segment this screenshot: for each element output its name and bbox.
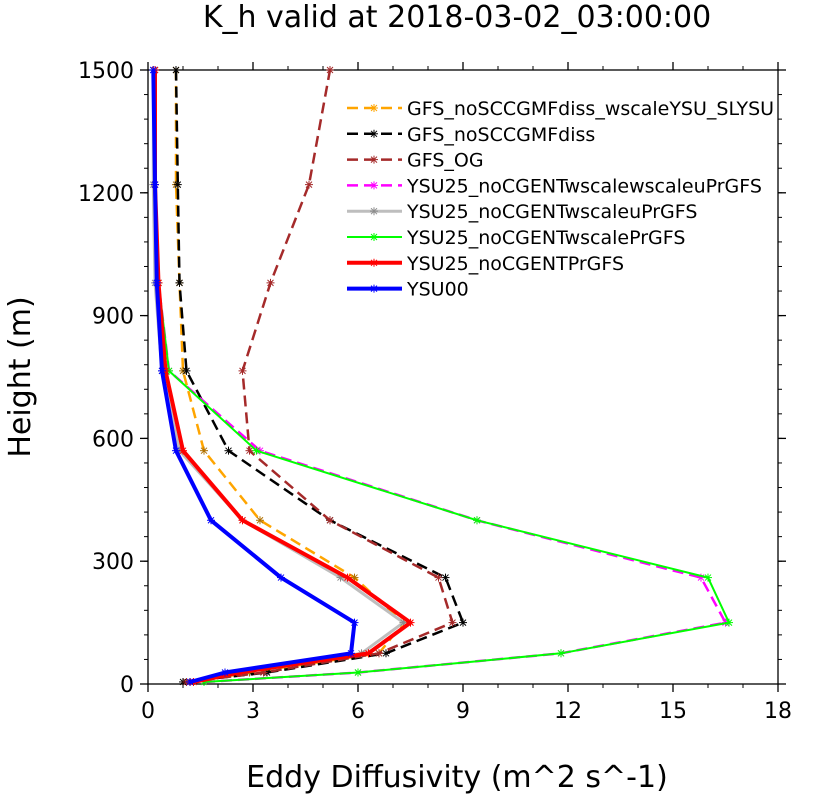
legend-item-2: GFS_noSCCGMFdiss bbox=[347, 124, 595, 146]
legend-item-3: GFS_OG bbox=[347, 150, 484, 172]
legend-label: YSU25_noCGENTwscalewscaleuPrGFS bbox=[406, 175, 762, 197]
x-tick-label: 0 bbox=[141, 699, 155, 724]
legend-marker bbox=[370, 284, 378, 293]
x-tick-label: 15 bbox=[659, 699, 687, 724]
legend-item-1: GFS_noSCCGMFdiss_wscaleYSU_SLYSU bbox=[347, 98, 774, 120]
legend-marker bbox=[370, 233, 378, 241]
legend-item-7: YSU25_noCGENTPrGFS bbox=[347, 253, 624, 275]
data-point bbox=[704, 573, 712, 582]
x-tick-label: 18 bbox=[764, 699, 792, 724]
legend-item-8: YSU00 bbox=[347, 279, 469, 301]
legend-marker bbox=[370, 155, 378, 164]
axis-ticks: 0 3 6 9 12 15 18 0 300 600 900 1200 1500 bbox=[78, 59, 792, 724]
data-point bbox=[173, 180, 182, 189]
legend-marker bbox=[370, 207, 378, 216]
data-point bbox=[354, 668, 362, 677]
legend-label: GFS_noSCCGMFdiss_wscaleYSU_SLYSU bbox=[407, 98, 774, 120]
data-point bbox=[238, 366, 247, 375]
data-point bbox=[326, 66, 334, 74]
data-point bbox=[224, 446, 233, 455]
data-point bbox=[473, 516, 481, 525]
x-axis-label: Eddy Diffusivity (m^2 s^-1) bbox=[246, 760, 668, 795]
legend-item-5: YSU25_noCGENTwscaleuPrGFS bbox=[347, 201, 697, 223]
data-point bbox=[364, 649, 373, 658]
data-point bbox=[200, 446, 208, 455]
data-point bbox=[277, 573, 285, 582]
y-tick-label: 0 bbox=[120, 673, 134, 698]
data-point bbox=[434, 573, 443, 582]
data-point bbox=[557, 649, 565, 658]
data-point bbox=[406, 618, 415, 627]
y-tick-label: 900 bbox=[92, 305, 134, 330]
legend-marker bbox=[370, 181, 378, 190]
data-point bbox=[179, 446, 187, 455]
chart-title: K_h valid at 2018-03-02_03:00:00 bbox=[203, 0, 711, 35]
data-point bbox=[305, 180, 313, 189]
data-point bbox=[158, 366, 166, 375]
x-tick-label: 12 bbox=[554, 699, 582, 724]
y-tick-label: 600 bbox=[92, 427, 134, 452]
data-point bbox=[266, 278, 275, 287]
legend-label: GFS_noSCCGMFdiss bbox=[407, 124, 595, 146]
legend: GFS_noSCCGMFdiss_wscaleYSU_SLYSU GFS_noSC… bbox=[347, 98, 774, 301]
data-point bbox=[172, 446, 180, 455]
data-point bbox=[343, 573, 352, 582]
data-point bbox=[725, 618, 733, 627]
legend-label: YSU00 bbox=[406, 279, 469, 301]
legend-marker bbox=[370, 104, 378, 112]
data-point bbox=[207, 516, 215, 525]
y-axis-label: Height (m) bbox=[3, 296, 38, 457]
series-line-1 bbox=[174, 70, 405, 684]
legend-label: YSU25_noCGENTPrGFS bbox=[406, 253, 624, 275]
data-point bbox=[256, 516, 264, 525]
y-tick-label: 1200 bbox=[78, 182, 134, 207]
data-point bbox=[441, 573, 450, 582]
data-point bbox=[238, 516, 247, 525]
data-point bbox=[375, 649, 383, 658]
x-tick-label: 3 bbox=[246, 699, 260, 724]
series-8 bbox=[149, 66, 359, 686]
data-point bbox=[347, 649, 355, 658]
data-point bbox=[152, 278, 161, 287]
legend-item-4: YSU25_noCGENTwscalewscaleuPrGFS bbox=[347, 175, 762, 197]
data-point bbox=[252, 446, 261, 455]
legend-marker bbox=[370, 129, 378, 138]
data-point bbox=[175, 278, 184, 287]
data-point bbox=[221, 668, 229, 677]
y-tick-label: 300 bbox=[92, 550, 134, 575]
data-point bbox=[151, 180, 159, 189]
legend-item-6: YSU25_noCGENTwscalePrGFS bbox=[347, 227, 685, 249]
data-point bbox=[182, 366, 191, 375]
data-point bbox=[448, 618, 457, 627]
data-point bbox=[245, 446, 254, 455]
series-layer bbox=[149, 66, 733, 686]
x-tick-label: 9 bbox=[456, 699, 470, 724]
legend-marker bbox=[370, 258, 378, 267]
data-point bbox=[350, 618, 359, 627]
y-tick-label: 1500 bbox=[78, 59, 134, 84]
data-point bbox=[382, 649, 390, 658]
x-tick-label: 6 bbox=[351, 699, 365, 724]
data-point bbox=[149, 66, 158, 74]
data-point bbox=[186, 677, 194, 686]
data-point bbox=[459, 618, 467, 627]
legend-label: GFS_OG bbox=[407, 150, 484, 172]
data-point bbox=[172, 66, 180, 74]
legend-label: YSU25_noCGENTwscaleuPrGFS bbox=[406, 201, 697, 223]
legend-label: YSU25_noCGENTwscalePrGFS bbox=[406, 227, 685, 249]
data-point bbox=[326, 516, 334, 525]
